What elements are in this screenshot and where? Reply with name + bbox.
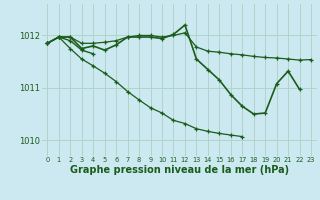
X-axis label: Graphe pression niveau de la mer (hPa): Graphe pression niveau de la mer (hPa) [70,165,289,175]
